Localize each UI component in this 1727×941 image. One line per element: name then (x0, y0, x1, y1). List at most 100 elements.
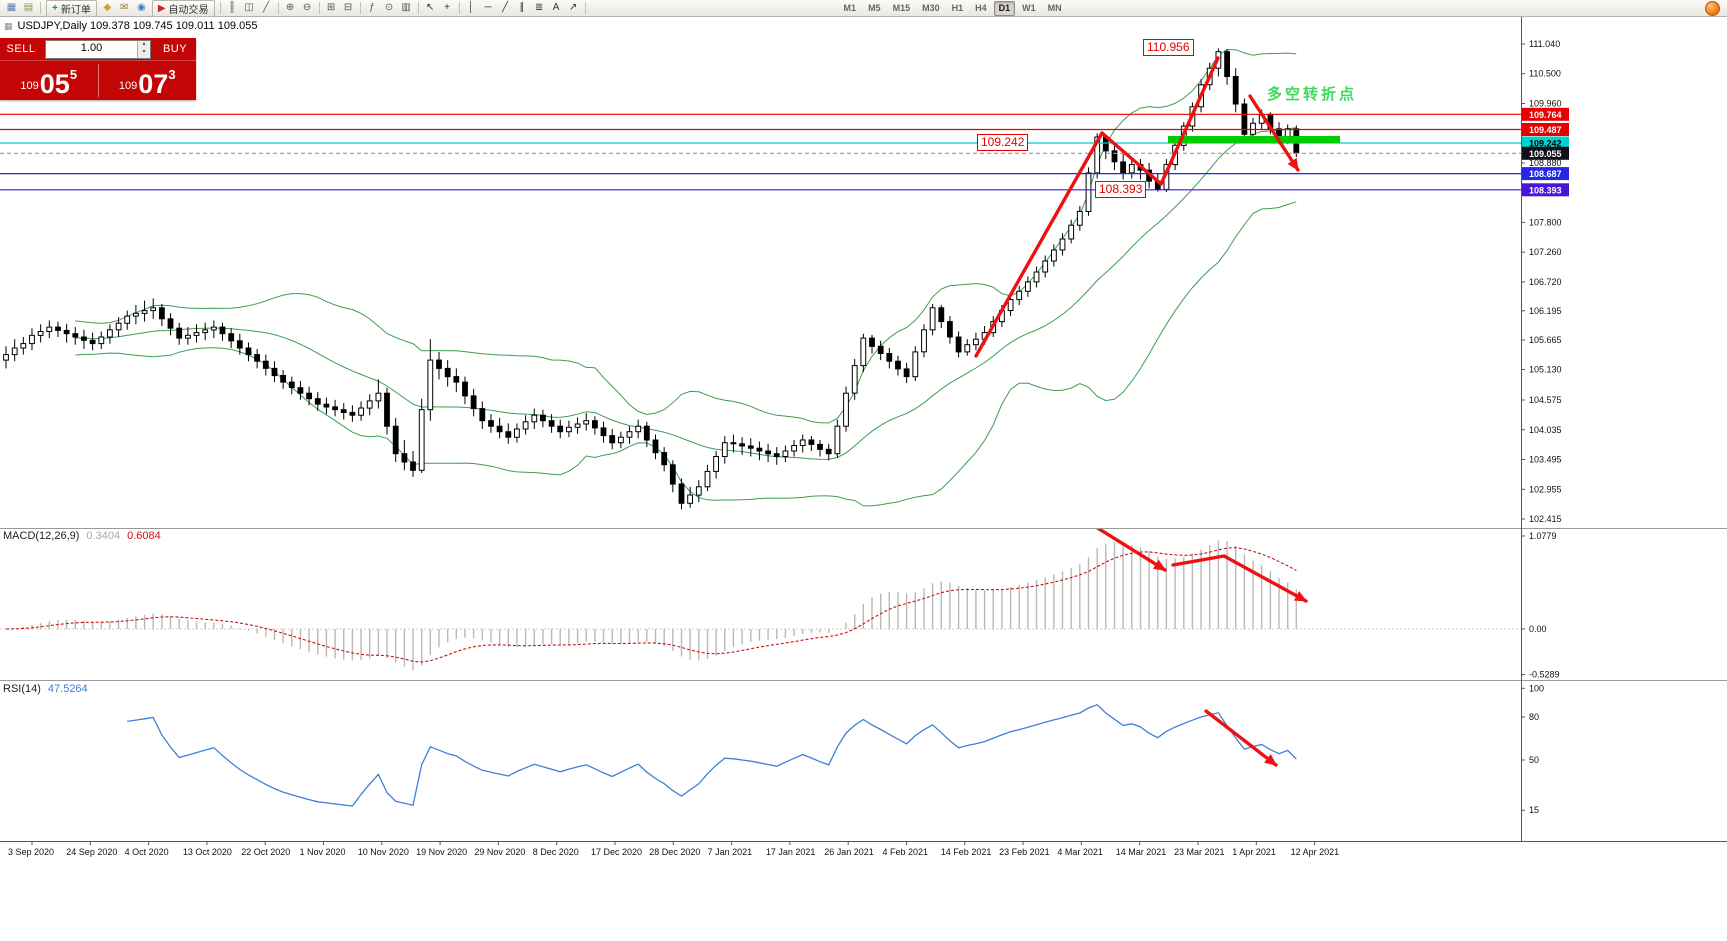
price-badge (1522, 167, 1569, 181)
news-icon[interactable]: ◉ (136, 2, 146, 13)
rsi-label: RSI(14) 47.5264 (3, 683, 88, 695)
price-badge (1522, 123, 1569, 136)
svg-text:109.764: 109.764 (1529, 110, 1562, 120)
cursor-icon[interactable]: ↖ (425, 2, 435, 13)
sell-price-pips: 05 (39, 69, 70, 99)
svg-text:111.040: 111.040 (1529, 39, 1560, 49)
fibonacci-icon[interactable]: ≣ (534, 2, 544, 13)
volume-spinner[interactable]: ▴ ▾ (137, 40, 150, 58)
profiles-icon[interactable]: ▤ (23, 2, 34, 13)
periods-icon[interactable]: ⊙ (384, 2, 394, 13)
toolbar-separator (359, 2, 361, 14)
svg-text:108.880: 108.880 (1529, 158, 1562, 168)
zoom-in-icon[interactable]: ⊕ (285, 2, 295, 13)
bollinger-upper (75, 48, 1297, 424)
svg-text:23 Feb 2021: 23 Feb 2021 (999, 847, 1050, 857)
templates-icon[interactable]: ▥ (401, 2, 411, 13)
new-order-button-label: 新订单 (60, 4, 91, 16)
svg-text:108.393: 108.393 (1529, 185, 1562, 195)
svg-text:13 Oct 2020: 13 Oct 2020 (183, 847, 232, 857)
trendline-icon[interactable]: ╱ (502, 2, 509, 13)
svg-text:0.00: 0.00 (1529, 624, 1547, 634)
alerts-icon[interactable]: ◆ (103, 2, 112, 13)
buy-button[interactable]: BUY (162, 43, 188, 55)
timeframe-w1[interactable]: W1 (1022, 2, 1036, 13)
svg-text:12 Apr 2021: 12 Apr 2021 (1291, 847, 1340, 857)
timeframe-h4[interactable]: H4 (975, 2, 987, 13)
macd-value: 0.3404 (86, 530, 121, 542)
svg-text:80: 80 (1529, 712, 1539, 722)
rsi-value: 47.5264 (47, 683, 88, 695)
mailbox-icon[interactable]: ✉ (120, 2, 129, 13)
annotation-price-label[interactable]: 108.393 (1095, 181, 1147, 198)
svg-text:109.960: 109.960 (1529, 99, 1562, 109)
svg-text:10 Nov 2020: 10 Nov 2020 (358, 847, 409, 857)
svg-text:17 Dec 2020: 17 Dec 2020 (591, 847, 642, 857)
bar-chart-icon[interactable]: ║ (228, 2, 236, 13)
crosshair-icon[interactable]: + (444, 2, 450, 13)
buy-price-point: 3 (168, 67, 176, 82)
timeframe-h1[interactable]: H1 (951, 2, 964, 13)
sell-price[interactable]: 109 05 5 (0, 61, 98, 100)
timeframe-m1[interactable]: M1 (843, 2, 857, 13)
svg-text:107.800: 107.800 (1529, 217, 1562, 227)
svg-text:104.575: 104.575 (1529, 395, 1562, 405)
new-chart-icon[interactable]: ▦ (6, 2, 17, 13)
new-order-button[interactable]: + 新订单 (46, 0, 97, 17)
timeframe-d1[interactable]: D1 (993, 0, 1016, 16)
vertical-line-icon[interactable]: │ (467, 2, 475, 13)
volume-value[interactable]: 1.00 (80, 41, 103, 54)
timeframe-m30[interactable]: M30 (922, 2, 940, 13)
svg-text:1.0779: 1.0779 (1529, 531, 1557, 541)
trade-prices-row: 109 05 5 109 07 3 (0, 61, 196, 100)
toolbar-separator (40, 2, 41, 14)
annotation-price-label[interactable]: 110.956 (1143, 39, 1194, 56)
svg-text:105.130: 105.130 (1529, 365, 1562, 375)
bollinger-middle (75, 127, 1297, 460)
toolbar-separator (318, 2, 320, 14)
line-chart-icon[interactable]: ╱ (263, 2, 270, 13)
volume-up-icon[interactable]: ▴ (142, 40, 146, 47)
arrows-icon[interactable]: ↗ (568, 2, 578, 13)
sell-button[interactable]: SELL (6, 43, 36, 55)
svg-text:14 Mar 2021: 14 Mar 2021 (1116, 847, 1167, 857)
autotrading-button[interactable]: ▶ 自动交易 (151, 0, 215, 17)
new-order-icon: + (52, 2, 58, 14)
timeframe-group: M1 M5 M15 M30 H1 H4 D1 W1 MN (839, 0, 1067, 16)
rsi-panel (127, 703, 1297, 807)
sell-price-figure: 109 (20, 80, 39, 92)
auto-arrange-icon[interactable]: ⊟ (343, 2, 353, 13)
svg-text:22 Oct 2020: 22 Oct 2020 (241, 847, 290, 857)
volume-input[interactable]: 1.00 ▴ ▾ (45, 39, 151, 59)
annotation-price-label[interactable]: 109.242 (977, 134, 1029, 151)
channel-icon[interactable]: ∥ (519, 2, 525, 13)
price-badge (1522, 136, 1569, 150)
rsi-name: RSI(14) (3, 683, 41, 695)
svg-text:104.035: 104.035 (1529, 425, 1562, 435)
zoom-out-icon[interactable]: ⊖ (302, 2, 312, 13)
rsi-line (127, 703, 1297, 807)
svg-text:28 Dec 2020: 28 Dec 2020 (649, 847, 700, 857)
toolbar: ▦ ▤ + 新订单 ◆ ✉ ◉ ▶ 自动交易 ║ ◫ ╱ ⊕ ⊖ ⊞ ⊟ ƒ ⊙ ▥ ↖ + │ ─ ╱ ∥ ≣ A ↗ M1 M5 M15… (0, 0, 1727, 17)
macd-signal-value: 0.6084 (127, 530, 161, 542)
timeframe-m5[interactable]: M5 (868, 2, 881, 13)
tile-windows-icon[interactable]: ⊞ (326, 2, 336, 13)
community-icon[interactable] (1705, 0, 1720, 16)
timeframe-mn[interactable]: MN (1047, 2, 1062, 13)
text-icon[interactable]: A (552, 2, 560, 13)
candlestick-icon[interactable]: ◫ (244, 2, 254, 13)
timeframe-m15[interactable]: M15 (892, 2, 911, 13)
indicators-icon[interactable]: ƒ (369, 2, 375, 13)
svg-text:106.195: 106.195 (1529, 306, 1562, 316)
volume-down-icon[interactable]: ▾ (142, 49, 146, 55)
buy-price[interactable]: 109 07 3 (99, 61, 197, 100)
quote-text: USDJPY,Daily 109.378 109.745 109.011 109… (17, 20, 258, 32)
svg-text:109.055: 109.055 (1529, 149, 1562, 159)
svg-text:4 Feb 2021: 4 Feb 2021 (883, 847, 929, 857)
annotation-note[interactable]: 多空转折点 (1267, 86, 1358, 103)
macd-label: MACD(12,26,9) 0.3404 0.6084 (3, 530, 161, 542)
toolbar-separator (458, 2, 460, 14)
horizontal-line-icon[interactable]: ─ (484, 2, 492, 13)
svg-text:105.665: 105.665 (1529, 335, 1562, 345)
